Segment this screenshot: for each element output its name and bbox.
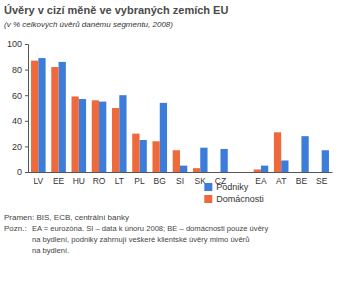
- x-tick-label: PL: [134, 176, 145, 186]
- bar: [92, 100, 99, 172]
- x-tick: PL: [134, 176, 145, 186]
- x-tick-label: LV: [33, 176, 43, 186]
- bar: [281, 160, 288, 172]
- bar: [173, 150, 180, 172]
- y-tick-mark: [25, 146, 28, 147]
- bar: [160, 103, 167, 172]
- bars: [31, 58, 329, 172]
- bar: [180, 166, 187, 172]
- bar: [261, 166, 268, 172]
- x-tick: SI: [176, 176, 184, 186]
- bar: [140, 140, 147, 172]
- x-tick: EA: [255, 176, 267, 186]
- x-tick-label: LT: [115, 176, 124, 186]
- legend-swatch: [204, 195, 212, 203]
- note-line: na bydlení, podniky zahrnují veškeré kli…: [32, 235, 249, 244]
- y-tick-label: 80: [12, 65, 22, 75]
- x-tick: EE: [53, 176, 65, 186]
- y-tick-mark: [25, 70, 28, 71]
- note-line: na bydlení.: [32, 246, 69, 255]
- x-tick-label: EA: [255, 176, 267, 186]
- bar: [51, 67, 58, 172]
- x-tick-label: RO: [93, 176, 106, 186]
- bar: [294, 172, 301, 173]
- x-axis-line: [29, 172, 333, 173]
- bar: [152, 141, 159, 172]
- bar: [79, 99, 86, 172]
- x-tick-label: BG: [154, 176, 166, 186]
- x-tick-label: SI: [176, 176, 184, 186]
- y-tick-label: 0: [17, 167, 22, 177]
- bar: [59, 62, 66, 172]
- x-tick: BE: [296, 176, 308, 186]
- legend-label: Podniky: [216, 182, 249, 192]
- y-tick: 40: [12, 116, 28, 126]
- x-tick-label: EE: [53, 176, 65, 186]
- y-tick: 60: [12, 91, 28, 101]
- bar: [193, 168, 200, 172]
- y-axis-line: [25, 45, 29, 173]
- x-axis: LVEEHUROLTPLBGSISKCZEAATBESE: [29, 173, 333, 187]
- bar: [31, 61, 38, 172]
- x-tick-label: AT: [276, 176, 286, 186]
- note-label: Pozn.:: [4, 224, 27, 233]
- y-tick-mark: [25, 95, 28, 96]
- y-tick: 0: [17, 167, 28, 177]
- y-tick-mark: [25, 172, 28, 173]
- bar: [301, 136, 308, 172]
- x-tick: AT: [276, 176, 286, 186]
- y-tick: 80: [12, 65, 28, 75]
- chart: Úvěry v cizí měně ve vybraných zemích EU…: [0, 0, 338, 283]
- subtitle: (v % celkových úvěrů danému segmentu, 20…: [4, 20, 173, 29]
- y-tick: 20: [12, 142, 28, 152]
- bar: [200, 148, 207, 172]
- bar: [132, 134, 139, 172]
- bar: [254, 169, 261, 172]
- y-tick-label: 20: [12, 142, 22, 152]
- y-tick-label: 100: [7, 39, 22, 49]
- bar: [274, 132, 281, 172]
- y-tick-mark: [25, 121, 28, 122]
- title: Úvěry v cizí měně ve vybraných zemích EU: [4, 4, 228, 16]
- note-line: EA = eurozóna. SI – data k únoru 2008; B…: [32, 224, 268, 233]
- legend: Podniky Domácnosti: [204, 182, 264, 204]
- bar: [99, 102, 106, 172]
- bar: [112, 108, 119, 172]
- x-tick-label: SE: [316, 176, 328, 186]
- x-tick: SE: [316, 176, 328, 186]
- y-tick-label: 40: [12, 116, 22, 126]
- legend-label: Domácnosti: [216, 194, 264, 204]
- bar: [220, 149, 227, 172]
- bar: [213, 172, 220, 173]
- bar: [72, 96, 79, 172]
- x-tick: LT: [115, 176, 124, 186]
- bar: [314, 172, 321, 173]
- bar: [119, 95, 126, 172]
- x-tick: LV: [33, 176, 43, 186]
- y-axis: 0 20 40 60 80 100: [7, 39, 29, 177]
- y-tick: 100: [7, 39, 28, 49]
- legend-swatch: [204, 183, 212, 191]
- x-tick-label: BE: [296, 176, 308, 186]
- y-tick-mark: [25, 44, 28, 45]
- x-tick: RO: [93, 176, 106, 186]
- x-tick: HU: [73, 176, 85, 186]
- source: Pramen: BIS, ECB, centrální banky: [4, 213, 129, 222]
- bar: [322, 150, 329, 172]
- x-tick: BG: [154, 176, 166, 186]
- y-tick-label: 60: [12, 91, 22, 101]
- x-tick-label: HU: [73, 176, 85, 186]
- bar: [38, 58, 45, 172]
